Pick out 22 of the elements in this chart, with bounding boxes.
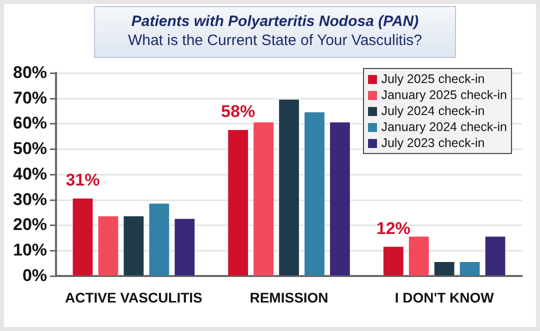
y-tick-label: 80% bbox=[12, 62, 48, 82]
x-tick-label: ACTIVE VASCULITIS bbox=[64, 289, 202, 306]
x-tick-label: I DON'T KNOW bbox=[394, 289, 495, 306]
y-tick-label: 50% bbox=[12, 139, 48, 158]
legend-label: July 2025 check-in bbox=[381, 72, 485, 86]
legend-label: July 2023 check-in bbox=[381, 136, 485, 150]
y-tick-label: 10% bbox=[12, 240, 48, 260]
y-tick-label: 70% bbox=[12, 88, 48, 108]
y-tick-label: 20% bbox=[12, 215, 48, 234]
data-label: 31% bbox=[66, 170, 100, 190]
data-label: 12% bbox=[376, 218, 410, 238]
legend-label: July 2024 check-in bbox=[381, 104, 485, 118]
y-tick-label: 30% bbox=[12, 190, 48, 209]
data-label: 58% bbox=[221, 102, 256, 122]
y-tick-label: 40% bbox=[12, 164, 48, 184]
chart-subtitle: What is the Current State of Your Vasculitis? bbox=[126, 32, 424, 49]
x-tick-label: REMISSION bbox=[250, 289, 328, 306]
y-tick-label: 60% bbox=[12, 114, 48, 133]
legend-label: January 2024 check-in bbox=[381, 120, 507, 134]
legend-label: January 2025 check-in bbox=[381, 88, 507, 102]
y-tick-label: 0% bbox=[22, 266, 48, 285]
chart-title: Patients with Polyarteritis Nodosa (PAN) bbox=[130, 13, 420, 30]
